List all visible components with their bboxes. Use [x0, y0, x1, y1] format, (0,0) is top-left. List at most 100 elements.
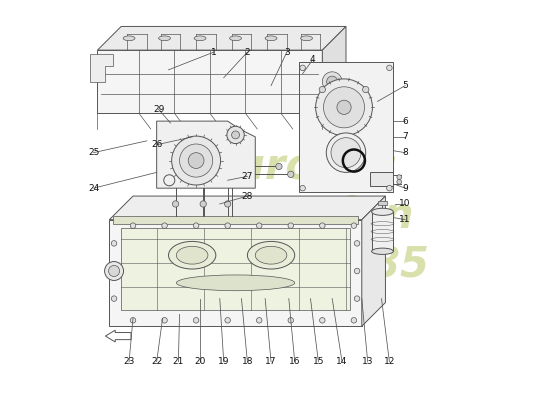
Polygon shape	[109, 220, 362, 326]
Circle shape	[288, 171, 294, 178]
Text: 22: 22	[151, 357, 162, 366]
Circle shape	[276, 163, 282, 170]
Circle shape	[351, 318, 356, 323]
Text: 12: 12	[384, 357, 395, 366]
Text: 21: 21	[173, 357, 184, 366]
Polygon shape	[113, 216, 358, 224]
Circle shape	[104, 262, 124, 280]
Ellipse shape	[301, 36, 312, 41]
Circle shape	[327, 76, 338, 87]
Text: 2: 2	[245, 48, 250, 56]
Text: 26: 26	[151, 140, 162, 149]
Circle shape	[172, 136, 221, 185]
Circle shape	[225, 318, 230, 323]
Text: 16: 16	[289, 357, 300, 366]
Ellipse shape	[123, 36, 135, 41]
Circle shape	[288, 318, 294, 323]
Circle shape	[331, 138, 361, 168]
Circle shape	[354, 241, 360, 246]
Polygon shape	[97, 50, 322, 113]
Text: 8: 8	[402, 148, 408, 157]
Text: 7: 7	[402, 132, 408, 141]
Ellipse shape	[372, 208, 393, 215]
Circle shape	[256, 318, 262, 323]
Circle shape	[111, 296, 117, 301]
Circle shape	[397, 180, 401, 184]
Polygon shape	[372, 212, 393, 251]
Circle shape	[362, 86, 369, 93]
Circle shape	[319, 86, 326, 93]
Circle shape	[162, 318, 167, 323]
Circle shape	[397, 175, 401, 180]
Circle shape	[316, 79, 372, 136]
Ellipse shape	[248, 242, 295, 269]
Ellipse shape	[177, 275, 295, 291]
Text: 23: 23	[123, 357, 135, 366]
Text: 4: 4	[310, 56, 315, 64]
Circle shape	[225, 223, 230, 228]
Text: 18: 18	[241, 357, 253, 366]
Circle shape	[162, 223, 167, 228]
Circle shape	[300, 186, 305, 191]
Text: 14: 14	[337, 357, 348, 366]
Text: 27: 27	[241, 172, 253, 181]
Text: 5: 5	[402, 81, 408, 90]
Circle shape	[354, 296, 360, 301]
Polygon shape	[90, 54, 113, 82]
Text: europes
a passion
since 1985: europes a passion since 1985	[177, 146, 428, 285]
Circle shape	[337, 100, 351, 114]
Text: 10: 10	[399, 200, 411, 208]
Ellipse shape	[265, 36, 277, 41]
Text: 25: 25	[88, 148, 99, 157]
Circle shape	[179, 144, 213, 177]
Circle shape	[188, 153, 204, 168]
Circle shape	[354, 268, 360, 274]
Circle shape	[288, 223, 294, 228]
Text: 6: 6	[402, 117, 408, 126]
Polygon shape	[362, 196, 386, 326]
Text: 9: 9	[402, 184, 408, 193]
Polygon shape	[121, 228, 350, 310]
Ellipse shape	[158, 36, 170, 41]
Ellipse shape	[372, 248, 393, 254]
Ellipse shape	[194, 36, 206, 41]
Circle shape	[130, 223, 136, 228]
Circle shape	[300, 65, 305, 71]
Text: 13: 13	[362, 357, 373, 366]
Polygon shape	[378, 201, 387, 205]
Text: 20: 20	[194, 357, 206, 366]
Text: 15: 15	[312, 357, 324, 366]
Ellipse shape	[177, 246, 208, 264]
Ellipse shape	[255, 246, 287, 264]
Text: 17: 17	[265, 357, 277, 366]
Circle shape	[200, 201, 206, 207]
Circle shape	[111, 268, 117, 274]
Text: 28: 28	[241, 192, 253, 200]
Circle shape	[320, 223, 325, 228]
Text: 3: 3	[284, 48, 290, 56]
Circle shape	[108, 266, 119, 276]
Polygon shape	[322, 26, 346, 113]
Circle shape	[387, 65, 392, 71]
Circle shape	[323, 87, 365, 128]
Polygon shape	[97, 26, 346, 50]
Circle shape	[227, 126, 244, 144]
Circle shape	[173, 201, 179, 207]
Text: 1: 1	[211, 48, 217, 56]
Circle shape	[326, 133, 366, 172]
Circle shape	[194, 223, 199, 228]
Circle shape	[232, 131, 239, 139]
Circle shape	[387, 186, 392, 191]
Circle shape	[130, 318, 136, 323]
Polygon shape	[109, 196, 386, 220]
Text: 19: 19	[218, 357, 229, 366]
Polygon shape	[299, 62, 393, 192]
Polygon shape	[370, 172, 393, 186]
Text: 29: 29	[153, 105, 164, 114]
Circle shape	[322, 72, 342, 92]
Circle shape	[351, 223, 356, 228]
Text: 24: 24	[88, 184, 99, 193]
Ellipse shape	[168, 242, 216, 269]
Text: 11: 11	[399, 215, 411, 224]
Circle shape	[111, 241, 117, 246]
